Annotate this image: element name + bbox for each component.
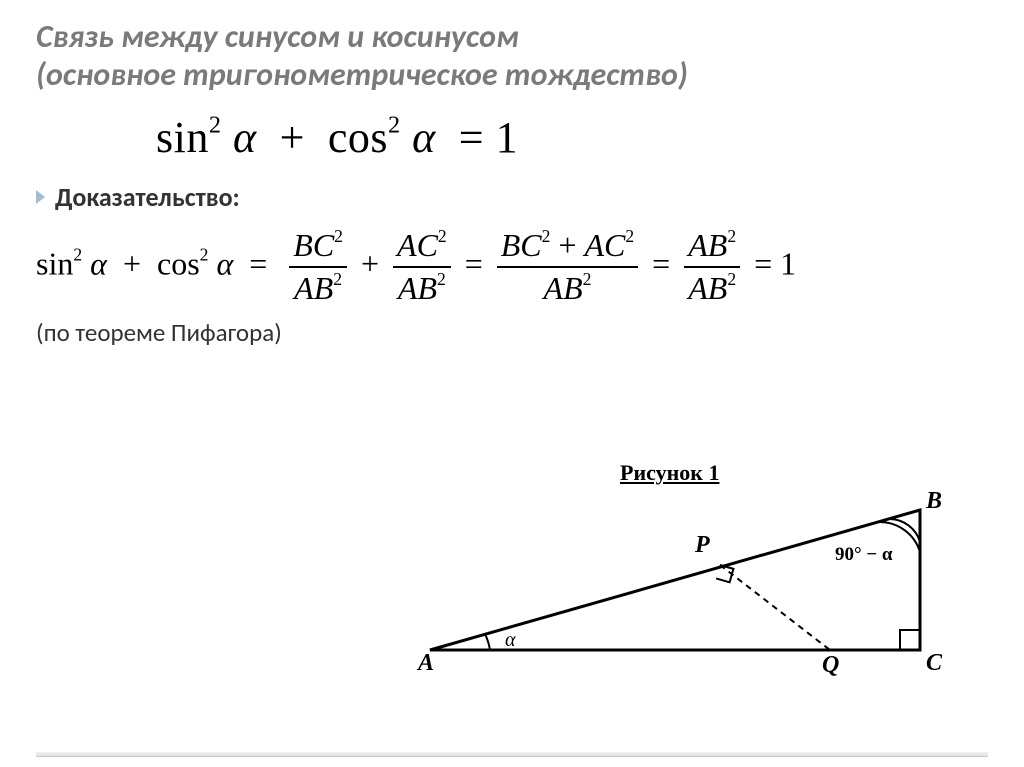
f1n: BC [293, 227, 334, 263]
f3a: BC [501, 227, 542, 263]
rhs-one: 1 [496, 113, 519, 162]
power-2b: 2 [388, 111, 401, 138]
power-2a: 2 [209, 111, 222, 138]
alpha-1: α [233, 113, 257, 162]
angle-alpha: α [505, 629, 516, 651]
figure-label: Рисунок 1 [620, 460, 719, 486]
f2d: AB [398, 270, 437, 306]
triangle-figure: Рисунок 1 A C B P Q α 90° − α [410, 460, 980, 720]
p-sin: sin [36, 245, 73, 281]
f2n: AC [397, 227, 438, 263]
f3b: AC [584, 227, 625, 263]
frac-4: AB2 AB2 [684, 227, 740, 307]
p-pw2: 2 [200, 244, 209, 264]
vertex-A: A [416, 650, 434, 676]
f4n: AB [688, 227, 727, 263]
p-a1: α [90, 245, 107, 281]
f1d: AB [294, 270, 333, 306]
p-pw1: 2 [73, 244, 82, 264]
p-a2: α [216, 245, 233, 281]
angle-B: 90° − α [835, 544, 893, 565]
proof-heading-row: Доказательство: [36, 181, 988, 213]
f4d: AB [688, 270, 727, 306]
pythagoras-note: (по теореме Пифагора) [36, 317, 988, 348]
main-identity-formula: sin2 α + cos2 α = 1 [156, 112, 988, 163]
bottom-divider [36, 752, 988, 757]
frac-3: BC2 + AC2 AB2 [497, 227, 638, 307]
title-line-1: Связь между синусом и косинусом [36, 17, 519, 56]
cos-label: cos [328, 113, 388, 162]
proof-heading: Доказательство: [55, 181, 240, 213]
frac-2: AC2 AB2 [393, 227, 451, 307]
proof-chain-formula: sin2 α + cos2 α = BC2 AB2 + AC2 AB2 = BC… [36, 227, 988, 307]
f3d: AB [544, 270, 583, 306]
frac-1: BC2 AB2 [289, 227, 347, 307]
vertex-B: B [925, 488, 942, 514]
triangle-svg: A C B P Q α 90° − α [410, 460, 980, 720]
proof-result: 1 [780, 245, 796, 281]
vertex-C: C [926, 650, 943, 676]
sin-label: sin [156, 113, 209, 162]
title-line-2: (основное тригонометрическое тождество) [36, 55, 688, 94]
bullet-arrow-icon [36, 190, 45, 204]
p-cos: cos [157, 245, 200, 281]
slide-title: Связь между синусом и косинусом (основно… [36, 18, 988, 94]
vertex-Q: Q [822, 652, 839, 678]
vertex-P: P [694, 532, 710, 558]
alpha-2: α [412, 113, 436, 162]
